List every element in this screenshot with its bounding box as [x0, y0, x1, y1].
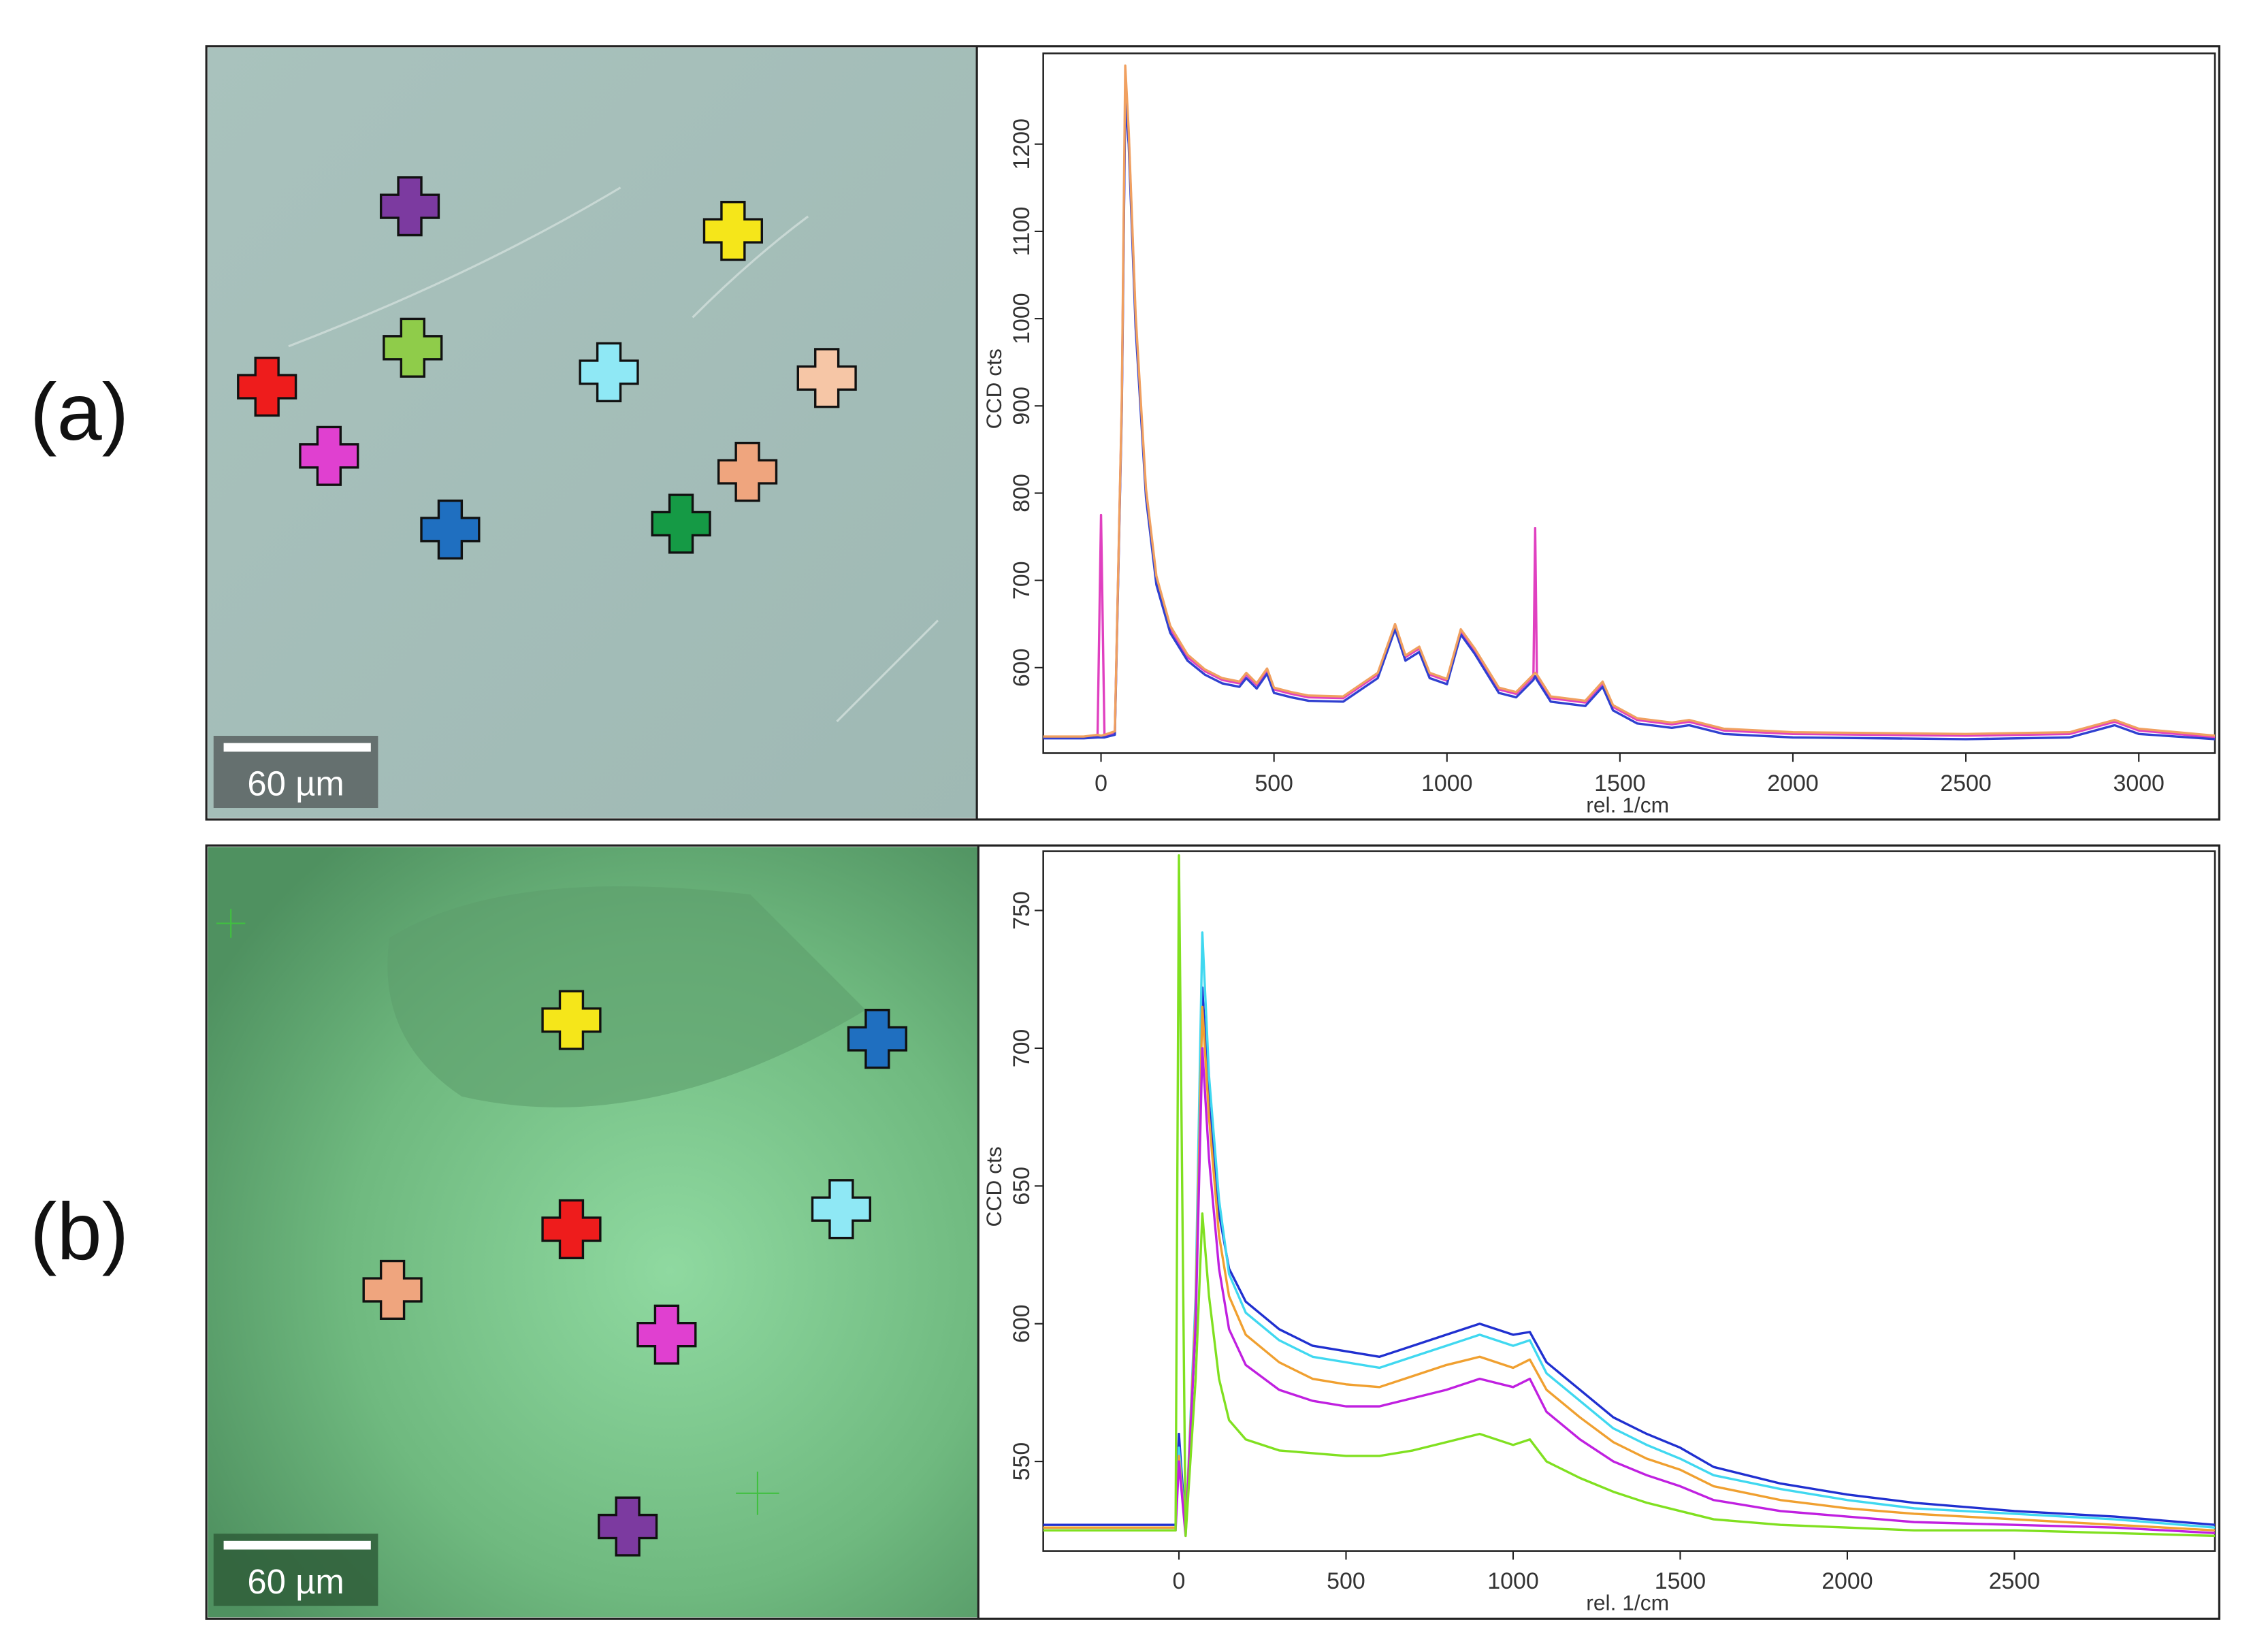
x-tick-label: 0 — [1095, 771, 1107, 796]
x-tick-label: 1000 — [1421, 771, 1472, 796]
x-tick-label: 2000 — [1767, 771, 1818, 796]
y-tick-label: 1200 — [1009, 118, 1035, 169]
x-tick-label: 1000 — [1487, 1568, 1538, 1594]
x-tick-label: 500 — [1254, 771, 1293, 796]
y-tick-label: 550 — [1009, 1442, 1035, 1481]
y-tick-label: 650 — [1009, 1167, 1035, 1205]
scale-bar-label: 60 µm — [247, 764, 344, 803]
micrograph: 60 µm — [208, 847, 979, 1618]
panel-label: (a) — [30, 368, 129, 457]
y-tick-label: 1100 — [1009, 206, 1035, 256]
x-tick-label: 0 — [1173, 1568, 1186, 1594]
x-tick-label: 2500 — [1940, 771, 1991, 796]
y-tick-label: 600 — [1009, 649, 1035, 687]
x-axis-label: rel. 1/cm — [1586, 1590, 1669, 1615]
y-tick-label: 900 — [1009, 387, 1035, 425]
y-tick-label: 600 — [1009, 1304, 1035, 1343]
spectrum-line — [1043, 1047, 2216, 1538]
x-tick-label: 2000 — [1821, 1568, 1873, 1594]
plot-frame — [1042, 52, 2216, 754]
plot-frame — [1042, 850, 2216, 1552]
panel-label: (b) — [30, 1187, 129, 1277]
y-tick-label: 800 — [1009, 474, 1035, 513]
y-axis-label: CCD cts — [982, 349, 1006, 429]
scale-bar-label: 60 µm — [247, 1562, 344, 1601]
y-tick-label: 700 — [1009, 561, 1035, 600]
x-tick-label: 1500 — [1655, 1568, 1706, 1594]
y-tick-label: 700 — [1009, 1029, 1035, 1068]
x-tick-label: 500 — [1327, 1568, 1365, 1594]
y-tick-label: 750 — [1009, 891, 1035, 930]
spectrum-line — [1043, 854, 2216, 1538]
spectrum-line — [1043, 64, 2216, 738]
y-axis-label: CCD cts — [982, 1146, 1006, 1227]
x-tick-label: 1500 — [1594, 771, 1645, 796]
micrograph: 60 µm — [208, 47, 977, 818]
y-tick-label: 1000 — [1009, 293, 1035, 344]
x-tick-label: 3000 — [2113, 771, 2164, 796]
x-axis-label: rel. 1/cm — [1586, 792, 1669, 817]
x-tick-label: 2500 — [1989, 1568, 2040, 1594]
